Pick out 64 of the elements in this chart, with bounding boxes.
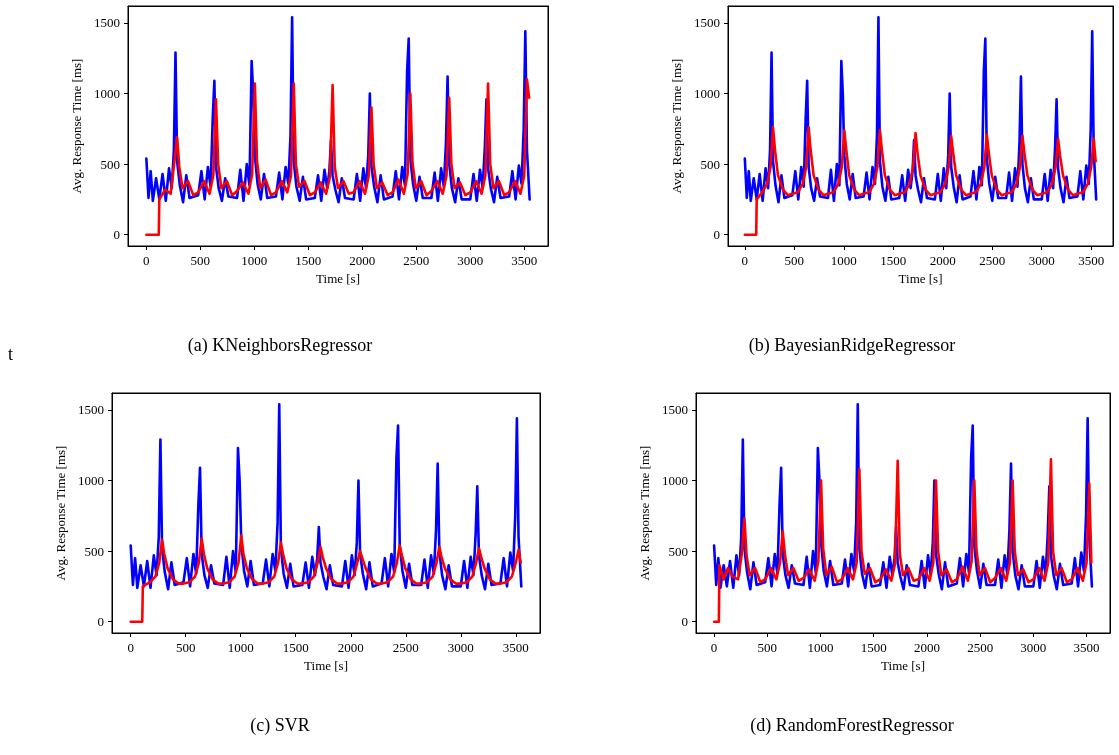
x-tick-label: 0 xyxy=(741,253,749,268)
y-tick-label: 0 xyxy=(681,614,688,630)
x-tick-label: 1000 xyxy=(227,640,254,655)
y-axis-title: Avg. Response Time [ms] xyxy=(69,58,85,194)
line-series xyxy=(129,534,523,624)
x-tick-label: 3000 xyxy=(1028,253,1055,268)
x-tick-label: 2500 xyxy=(392,640,419,655)
x-tick-label: 500 xyxy=(190,253,211,268)
x-tick-label: 2000 xyxy=(929,253,956,268)
y-tick-label: 500 xyxy=(100,156,120,172)
text: (a) KNeighborsRegressor xyxy=(187,335,373,356)
x-tick-label: 1500 xyxy=(860,640,887,655)
x-axis-title: Time [s] xyxy=(898,270,943,286)
y-tick-label: 1000 xyxy=(94,86,120,102)
y-tick-label: 1500 xyxy=(662,402,688,418)
x-tick-label: 1500 xyxy=(880,253,907,268)
text: (d) RandomForestRegressor xyxy=(750,715,954,736)
x-tick-label: 3500 xyxy=(511,253,538,268)
x-tick-label: 2500 xyxy=(967,640,994,655)
y-tick-label: 1500 xyxy=(94,15,120,31)
x-tick-label: 2000 xyxy=(913,640,940,655)
text: (b) BayesianRidgeRegressor xyxy=(748,335,956,356)
x-axis-title: Time [s] xyxy=(304,657,348,673)
x-tick-label: 500 xyxy=(784,253,805,268)
y-tick-label: 1000 xyxy=(78,473,104,489)
line-series xyxy=(743,126,1097,237)
x-tick-label: 0 xyxy=(127,640,134,655)
y-tick-label: 0 xyxy=(113,227,120,243)
x-tick-label: 0 xyxy=(143,253,150,268)
x-tick-label: 500 xyxy=(757,640,778,655)
y-tick-label: 0 xyxy=(97,614,104,630)
x-tick-label: 3000 xyxy=(457,253,484,268)
x-tick-label: 3000 xyxy=(1020,640,1047,655)
x-tick-label: 2000 xyxy=(349,253,376,268)
y-tick-label: 1500 xyxy=(694,15,720,31)
y-axis-title: Avg. Response Time [ms] xyxy=(637,445,653,581)
y-tick-label: 1000 xyxy=(694,86,720,102)
y-axis-title: Avg. Response Time [ms] xyxy=(669,58,685,194)
x-axis-title: Time [s] xyxy=(316,270,360,286)
text: t xyxy=(8,344,14,364)
text: (c) SVR xyxy=(250,715,310,736)
x-tick-label: 3500 xyxy=(1073,640,1100,655)
y-tick-label: 1000 xyxy=(662,473,688,489)
x-tick-label: 1500 xyxy=(282,640,309,655)
x-axis-title: Time [s] xyxy=(881,657,925,673)
x-tick-label: 1000 xyxy=(830,253,857,268)
x-tick-label: 1000 xyxy=(241,253,268,268)
y-axis-title: Avg. Response Time [ms] xyxy=(53,445,69,581)
x-tick-label: 3500 xyxy=(1078,253,1105,268)
y-tick-label: 0 xyxy=(713,227,720,243)
y-tick-label: 500 xyxy=(700,156,720,172)
x-tick-label: 1000 xyxy=(807,640,834,655)
x-tick-label: 1500 xyxy=(295,253,322,268)
x-tick-label: 500 xyxy=(175,640,196,655)
x-tick-label: 2500 xyxy=(403,253,430,268)
x-tick-label: 2000 xyxy=(337,640,364,655)
x-tick-label: 3000 xyxy=(447,640,474,655)
x-tick-label: 2500 xyxy=(979,253,1006,268)
x-tick-label: 3500 xyxy=(502,640,529,655)
y-tick-label: 500 xyxy=(668,543,688,559)
line-series xyxy=(145,78,531,237)
line-series xyxy=(712,458,1093,624)
y-tick-label: 500 xyxy=(84,543,104,559)
y-tick-label: 1500 xyxy=(78,402,104,418)
